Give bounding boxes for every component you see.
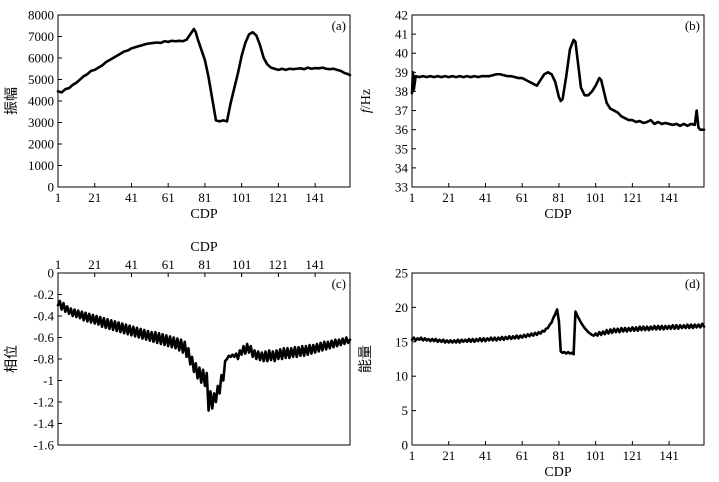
y-tick-label: 40 (395, 46, 408, 61)
y-axis-label: 相位 (4, 345, 20, 373)
y-tick-label: 34 (395, 160, 409, 175)
y-tick-label: 5 (402, 403, 409, 418)
y-tick-label: 33 (395, 180, 408, 195)
y-tick-label: 6000 (28, 51, 54, 66)
x-axis-label: CDP (544, 207, 571, 222)
y-tick-label: 5000 (28, 72, 54, 87)
y-tick-label: 39 (395, 65, 408, 80)
y-axis-label: 能量 (358, 345, 374, 373)
series-line (56, 299, 352, 412)
plot-frame (411, 272, 705, 446)
y-tick-label: -1.6 (33, 438, 54, 453)
x-tick-label: 141 (659, 190, 679, 205)
y-axis-label: f/Hz (359, 89, 374, 113)
x-tick-label: 141 (305, 257, 325, 272)
y-tick-label: -1.4 (33, 416, 54, 431)
y-tick-label: -1 (43, 373, 54, 388)
panel-label: (a) (332, 18, 346, 33)
x-tick-label: 21 (442, 190, 455, 205)
y-tick-label: 37 (395, 103, 409, 118)
x-tick-label: 101 (232, 257, 252, 272)
y-axis-label: 振幅 (4, 87, 20, 115)
x-tick-label: 101 (232, 190, 252, 205)
x-tick-label: 1 (55, 257, 62, 272)
y-tick-label: 42 (395, 8, 408, 23)
y-tick-label: 0 (402, 438, 409, 453)
x-tick-label: 1 (55, 190, 62, 205)
plot-frame (57, 14, 351, 188)
panel-label: (d) (685, 276, 700, 291)
x-axis-label: CDP (544, 465, 571, 480)
x-tick-label: 21 (442, 448, 455, 463)
x-tick-label: 101 (586, 190, 606, 205)
x-tick-label: 21 (88, 257, 101, 272)
x-tick-label: 81 (552, 190, 565, 205)
y-tick-label: -0.8 (33, 352, 54, 367)
y-tick-label: 3000 (28, 115, 54, 130)
x-axis-label: CDP (190, 207, 217, 222)
series-line (410, 308, 706, 356)
plot-frame (57, 272, 351, 446)
x-tick-label: 141 (659, 448, 679, 463)
panel-b: 1 21 41 61 81 101 121 14133343536373839404142CD… (359, 8, 706, 222)
y-tick-label: 0 (48, 266, 55, 281)
x-tick-label: 41 (479, 190, 492, 205)
panel-a: 1 21 41 61 81 101 121 1410100020003000400050006… (4, 8, 352, 222)
x-tick-label: 41 (479, 448, 492, 463)
x-tick-label: 121 (623, 448, 643, 463)
y-tick-label: 8000 (28, 8, 54, 23)
series-line (56, 27, 352, 123)
x-tick-label: 121 (269, 257, 289, 272)
y-tick-label: 38 (395, 84, 408, 99)
x-tick-label: 101 (586, 448, 606, 463)
y-tick-label: 10 (395, 369, 408, 384)
x-axis-label: CDP (190, 240, 217, 255)
y-tick-label: -0.2 (33, 287, 54, 302)
y-tick-label: 0 (48, 180, 55, 195)
series-line (410, 38, 706, 131)
x-tick-label: 21 (88, 190, 101, 205)
x-tick-label: 41 (125, 190, 138, 205)
y-tick-label: 25 (395, 266, 408, 281)
y-tick-label: 7000 (28, 29, 54, 44)
x-tick-label: 61 (516, 190, 529, 205)
y-tick-label: -0.4 (33, 309, 54, 324)
x-tick-label: 61 (162, 190, 175, 205)
x-tick-label: 81 (552, 448, 565, 463)
y-tick-label: 1000 (28, 158, 54, 173)
y-tick-label: 4000 (28, 94, 54, 109)
y-tick-label: 20 (395, 300, 408, 315)
x-tick-label: 121 (623, 190, 643, 205)
x-tick-label: 121 (269, 190, 289, 205)
x-tick-label: 81 (198, 190, 211, 205)
x-tick-label: 1 (409, 448, 416, 463)
y-tick-label: 41 (395, 27, 408, 42)
x-tick-label: 81 (198, 257, 211, 272)
plot-frame (411, 14, 705, 188)
x-tick-label: 41 (125, 257, 138, 272)
y-tick-label: -0.6 (33, 330, 54, 345)
x-tick-label: 1 (409, 190, 416, 205)
panel-label: (b) (685, 18, 700, 33)
y-tick-label: 15 (395, 334, 408, 349)
y-tick-label: 35 (395, 141, 408, 156)
panel-c: 1 21 41 61 81 101 121 141-1.6-1.4-1.2-1-0.8-0.6… (4, 240, 352, 453)
panel-label: (c) (332, 276, 346, 291)
y-tick-label: -1.2 (33, 395, 54, 410)
x-tick-label: 141 (305, 190, 325, 205)
y-tick-label: 36 (395, 122, 409, 137)
y-tick-label: 2000 (28, 137, 54, 152)
x-tick-label: 61 (516, 448, 529, 463)
x-tick-label: 61 (162, 257, 175, 272)
